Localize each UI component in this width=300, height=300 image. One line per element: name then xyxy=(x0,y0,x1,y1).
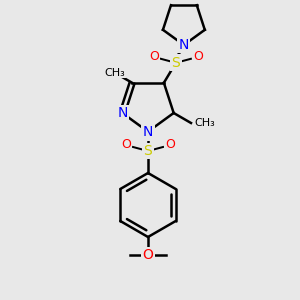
Text: O: O xyxy=(165,139,175,152)
Text: O: O xyxy=(193,50,203,63)
Text: S: S xyxy=(172,56,180,70)
Text: S: S xyxy=(144,144,152,158)
Text: N: N xyxy=(143,126,153,140)
Text: CH₃: CH₃ xyxy=(194,118,215,128)
Text: N: N xyxy=(143,125,153,139)
Text: N: N xyxy=(179,36,189,50)
Text: O: O xyxy=(142,248,153,262)
Text: O: O xyxy=(121,139,131,152)
Text: O: O xyxy=(149,50,159,63)
Text: N: N xyxy=(117,106,128,120)
Text: CH₃: CH₃ xyxy=(104,68,125,78)
Text: N: N xyxy=(179,38,189,52)
